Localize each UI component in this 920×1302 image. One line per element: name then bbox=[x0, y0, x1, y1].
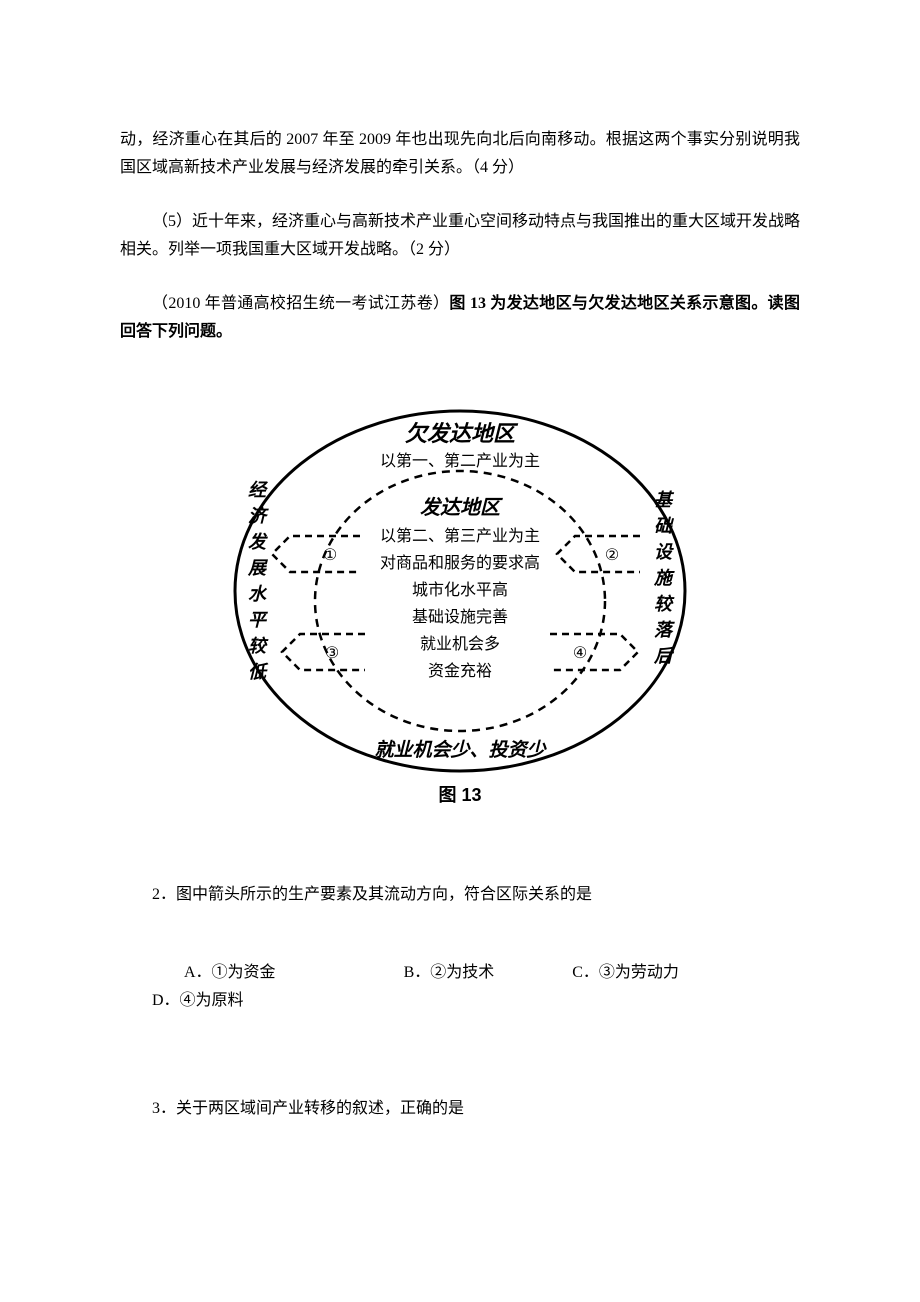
arrow-4 bbox=[550, 634, 638, 670]
svg-text:济: 济 bbox=[248, 506, 269, 526]
question-3: 3．关于两区域间产业转移的叙述，正确的是 bbox=[120, 1095, 800, 1123]
question-5: （5）近十年来，经济重心与高新技术产业重心空间移动特点与我国推出的重大区域开发战… bbox=[120, 208, 800, 264]
inner-line-1: 对商品和服务的要求高 bbox=[380, 554, 540, 572]
arrow-4-label: ④ bbox=[573, 645, 587, 662]
arrow-1-label: ① bbox=[323, 547, 337, 564]
question-2-options: A．①为资金 B．②为技术 C．③为劳动力 D．④为原料 bbox=[120, 959, 800, 1015]
arrow-1 bbox=[272, 536, 360, 572]
svg-text:基: 基 bbox=[654, 490, 675, 510]
outer-title: 欠发达地区 bbox=[405, 421, 519, 446]
paragraph-continuation: 动，经济重心在其后的 2007 年至 2009 年也出现先向北后向南移动。根据这… bbox=[120, 126, 800, 182]
svg-text:水: 水 bbox=[248, 584, 268, 604]
source-and-prompt: （2010 年普通高校招生统一考试江苏卷）图 13 为发达地区与欠发达地区关系示… bbox=[120, 290, 800, 346]
question-2: 2．图中箭头所示的生产要素及其流动方向，符合区际关系的是 bbox=[120, 881, 800, 909]
option-C: C．③为劳动力 bbox=[540, 959, 679, 987]
option-D: D．④为原料 bbox=[120, 987, 244, 1015]
svg-text:展: 展 bbox=[247, 558, 269, 578]
inner-title: 发达地区 bbox=[420, 496, 503, 519]
inner-line-5: 资金充裕 bbox=[428, 662, 492, 680]
option-A: A．①为资金 bbox=[152, 959, 276, 987]
arrow-3-label: ③ bbox=[325, 645, 339, 662]
diagram-svg: 欠发达地区 以第一、第二产业为主 发达地区 以第二、第三产业为主 对商品和服务的… bbox=[220, 396, 700, 816]
right-vertical-text: 基 础 设 施 较 落 后 bbox=[653, 490, 675, 666]
svg-text:施: 施 bbox=[653, 568, 675, 588]
figure-wrapper: 欠发达地区 以第一、第二产业为主 发达地区 以第二、第三产业为主 对商品和服务的… bbox=[120, 396, 800, 821]
outer-subtitle: 以第一、第二产业为主 bbox=[380, 452, 540, 470]
arrow-2 bbox=[557, 536, 640, 572]
inner-line-2: 城市化水平高 bbox=[412, 581, 508, 599]
svg-text:低: 低 bbox=[248, 662, 269, 682]
svg-text:平: 平 bbox=[248, 610, 268, 630]
svg-text:经: 经 bbox=[248, 480, 269, 500]
arrow-2-label: ② bbox=[605, 547, 619, 564]
inner-line-0: 以第二、第三产业为主 bbox=[380, 527, 540, 545]
bottom-text: 就业机会少、投资少 bbox=[374, 739, 547, 761]
inner-line-4: 就业机会多 bbox=[420, 635, 500, 653]
svg-text:后: 后 bbox=[653, 646, 675, 666]
arrow-3 bbox=[282, 634, 365, 670]
source-text: （2010 年普通高校招生统一考试江苏卷） bbox=[152, 295, 449, 312]
left-vertical-text: 经 济 发 展 水 平 较 低 bbox=[247, 480, 269, 682]
document-page: 动，经济重心在其后的 2007 年至 2009 年也出现先向北后向南移动。根据这… bbox=[0, 0, 920, 1199]
inner-line-3: 基础设施完善 bbox=[412, 608, 508, 626]
svg-text:较: 较 bbox=[248, 636, 269, 656]
svg-text:较: 较 bbox=[654, 594, 675, 614]
option-B: B．②为技术 bbox=[372, 959, 495, 987]
figure-caption: 图 13 bbox=[438, 785, 481, 805]
svg-text:设: 设 bbox=[654, 542, 674, 562]
svg-text:落: 落 bbox=[654, 620, 675, 640]
svg-text:发: 发 bbox=[248, 532, 268, 552]
svg-text:础: 础 bbox=[654, 516, 675, 536]
